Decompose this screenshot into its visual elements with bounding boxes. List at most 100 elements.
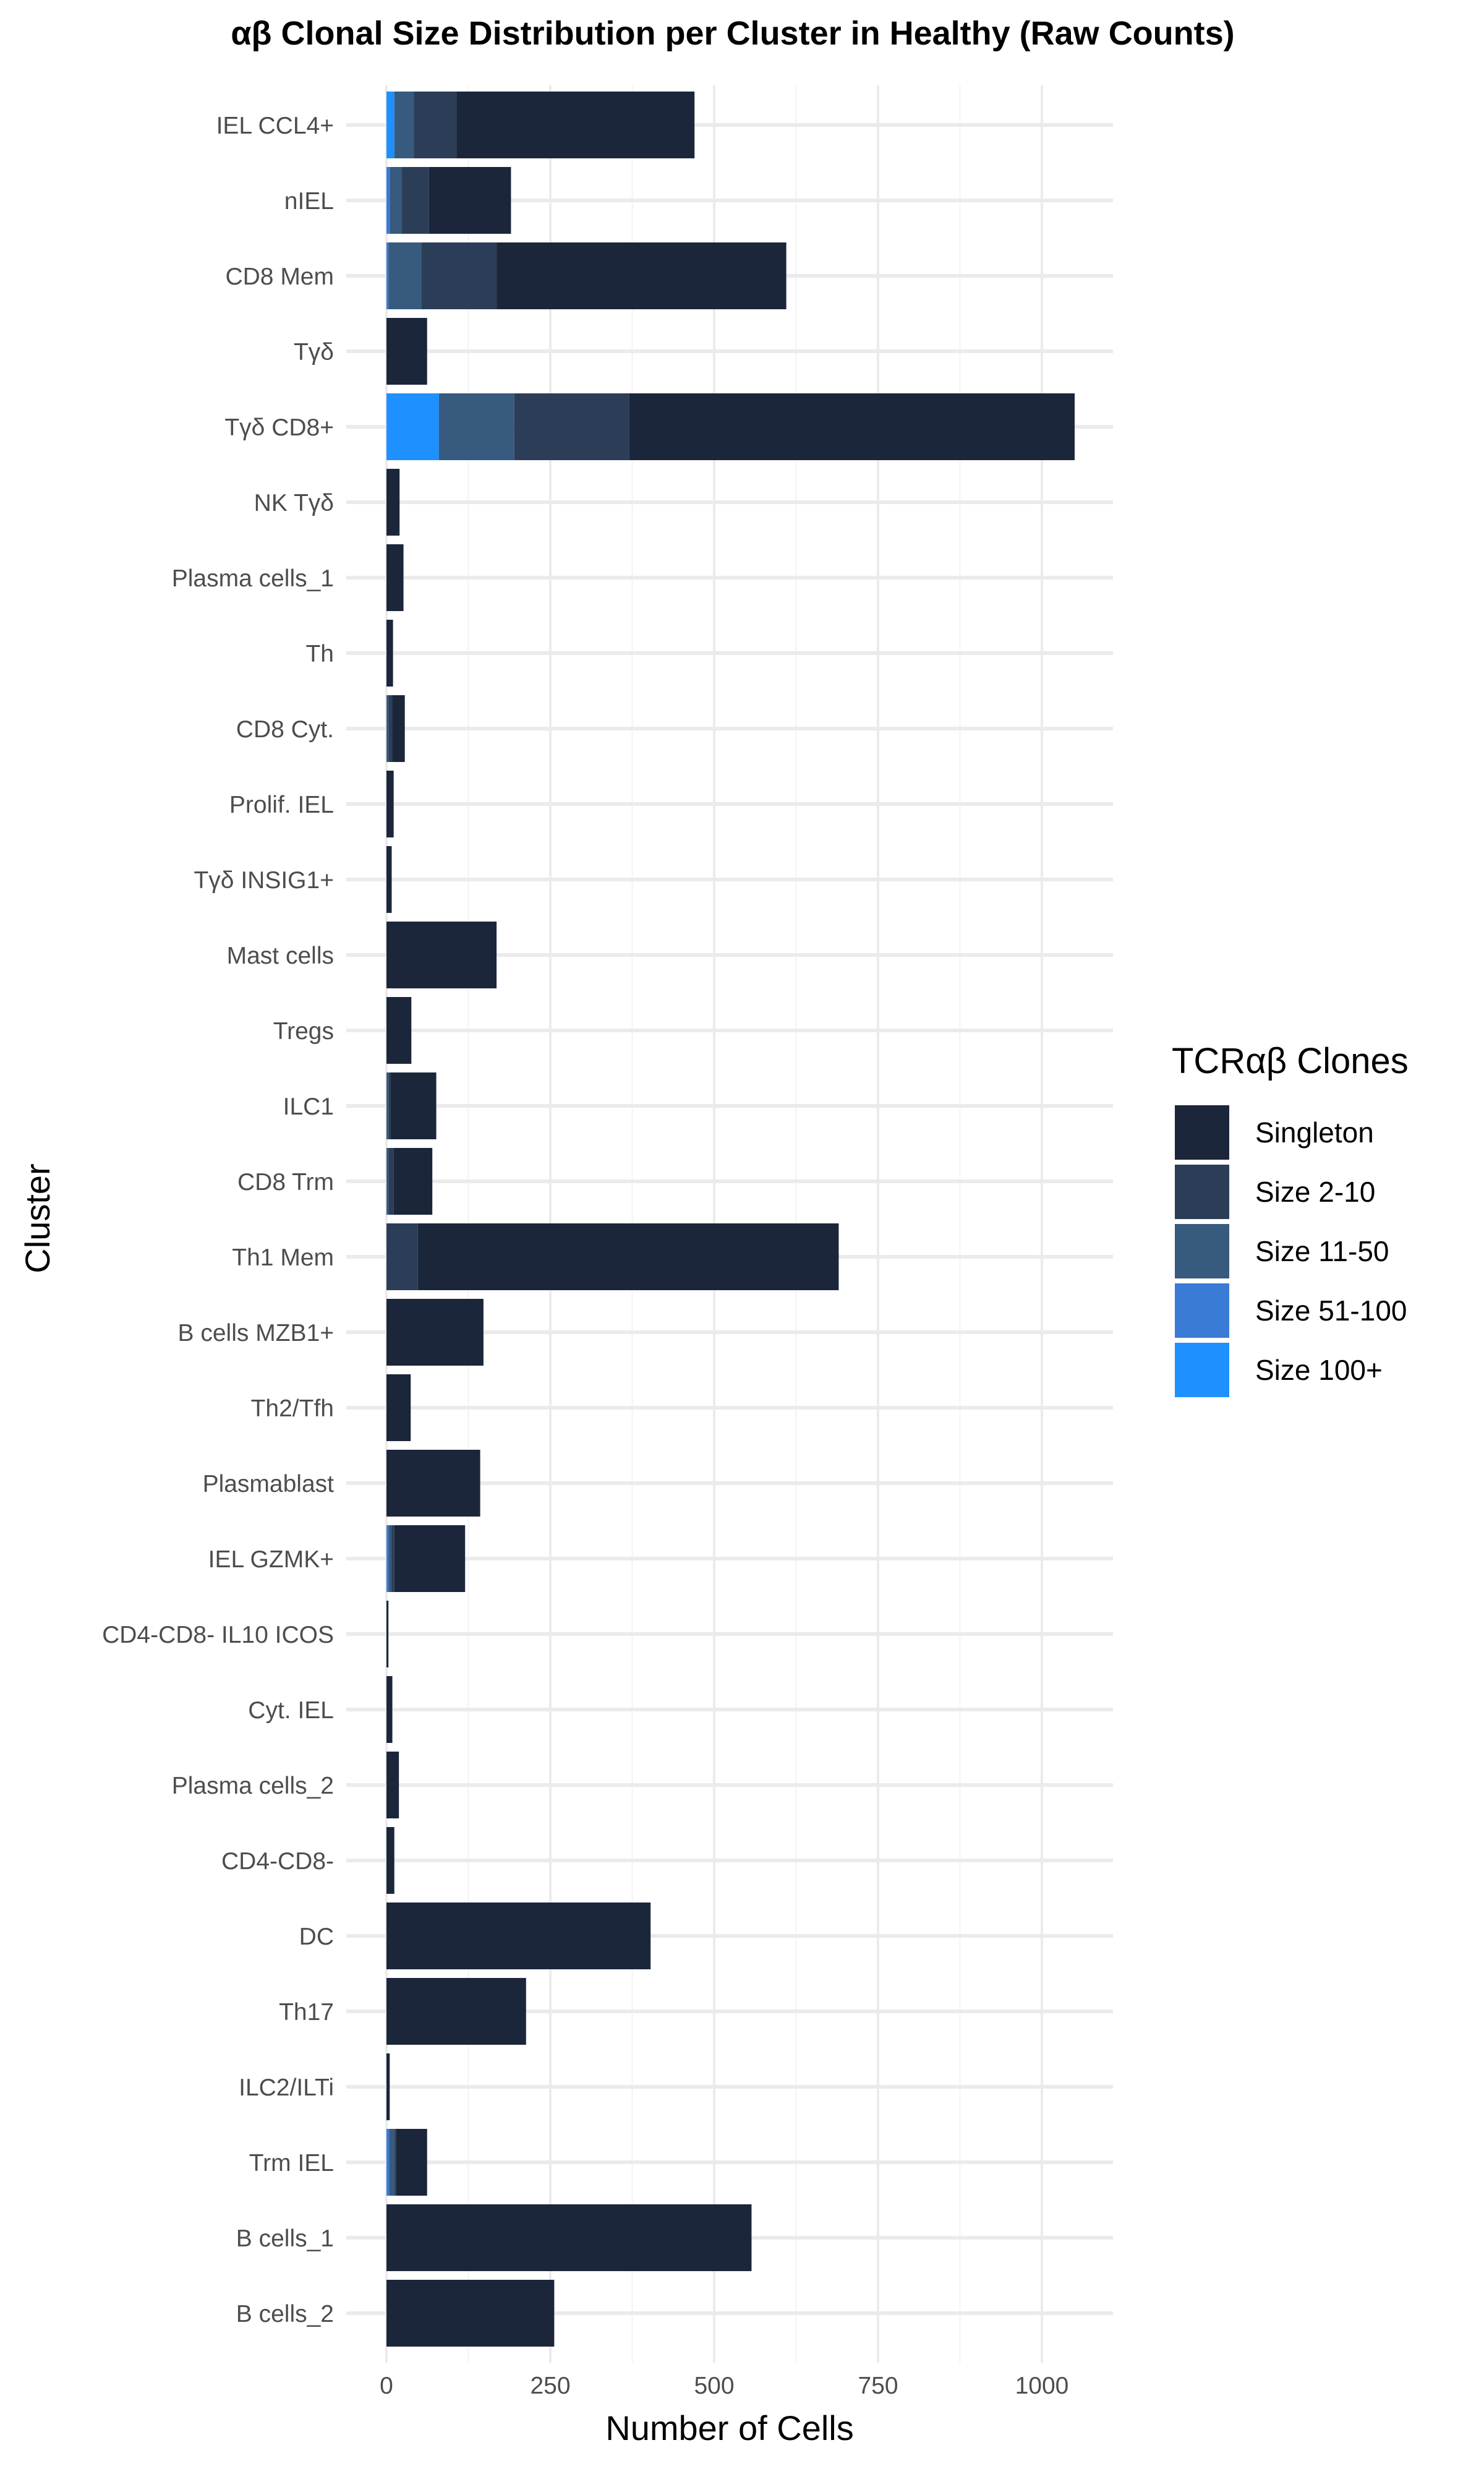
grid — [346, 85, 1113, 2363]
bar-segment — [390, 1072, 437, 1139]
bar-segment — [386, 318, 427, 385]
y-tick-label: nIEL — [284, 188, 334, 215]
y-tick-label: B cells_2 — [236, 2301, 334, 2327]
bar-segment — [417, 1223, 839, 1290]
bar-segment — [388, 1072, 391, 1139]
bar-segment — [629, 393, 1075, 460]
bar-segment — [438, 393, 514, 460]
bar-segment — [386, 393, 439, 460]
bar-segment — [386, 2204, 752, 2271]
bar-segment — [401, 167, 429, 234]
y-tick-label: DC — [299, 1924, 334, 1950]
y-tick-label: ILC1 — [283, 1094, 334, 1120]
legend: TCRαβ Clones Singleton Size 2-10 Size 11-5… — [1172, 1041, 1409, 1397]
y-tick-label: Tγδ CD8+ — [224, 414, 334, 441]
bar-segment — [386, 997, 412, 1064]
x-tick-label: 0 — [380, 2373, 393, 2399]
bar-segment — [386, 922, 497, 988]
bar-segment — [386, 2129, 390, 2196]
y-tick-label: CD4-CD8- IL10 ICOS — [102, 1622, 334, 1648]
y-tick-label: Th2/Tfh — [251, 1395, 334, 1422]
y-tick-label: Th1 Mem — [232, 1244, 334, 1271]
bar-segment — [386, 92, 394, 158]
bar-segment — [386, 1072, 389, 1139]
bar-segment — [386, 1374, 411, 1441]
y-tick-label: Trm IEL — [249, 2150, 334, 2177]
bar-segment — [388, 242, 422, 309]
bar-segment — [386, 2053, 390, 2120]
legend-key — [1175, 1224, 1229, 1278]
x-axis-title: Number of Cells — [605, 2408, 853, 2447]
y-tick-label: Tγδ INSIG1+ — [194, 867, 334, 894]
bar-segment — [386, 1223, 418, 1290]
bar-segment — [386, 1978, 526, 2045]
bar-segment — [514, 393, 629, 460]
bar-segment — [386, 1676, 393, 1743]
legend-label: Singleton — [1255, 1116, 1374, 1149]
legend-label: Size 51-100 — [1255, 1295, 1407, 1327]
y-tick-label: B cells_1 — [236, 2225, 334, 2252]
bar-segment — [388, 1525, 392, 1592]
bar-segment — [391, 1525, 394, 1592]
bar-segment — [394, 92, 414, 158]
legend-label: Size 100+ — [1255, 1354, 1383, 1386]
y-tick-label: NK Tγδ — [254, 490, 334, 516]
bar-segment — [386, 620, 393, 687]
bar-segment — [388, 695, 393, 762]
bar-segment — [386, 1148, 389, 1215]
bar-segment — [389, 2129, 394, 2196]
y-tick-label: Tregs — [273, 1018, 334, 1045]
legend-key — [1175, 1105, 1229, 1160]
y-tick-label: CD8 Cyt. — [236, 716, 334, 743]
chart-title: αβ Clonal Size Distribution per Cluster … — [231, 15, 1234, 52]
bar-segment — [394, 2129, 396, 2196]
bar-segment — [393, 1148, 433, 1215]
y-tick-label: CD8 Trm — [237, 1169, 334, 1196]
x-tick-label: 500 — [694, 2373, 734, 2399]
legend-key — [1175, 1283, 1229, 1338]
bar-segment — [396, 2129, 427, 2196]
y-tick-label: CD4-CD8- — [221, 1848, 334, 1875]
bar-segment — [394, 1525, 466, 1592]
legend-title: TCRαβ Clones — [1172, 1041, 1409, 1081]
bar-segment — [429, 167, 511, 234]
bar-segment — [386, 1827, 394, 1894]
y-tick-label: Cyt. IEL — [248, 1697, 334, 1724]
bar-segment — [386, 1752, 399, 1818]
x-tick-label: 1000 — [1015, 2373, 1069, 2399]
bar-segment — [386, 771, 394, 837]
y-tick-label: Th — [305, 641, 334, 667]
bar-segment — [386, 544, 404, 611]
legend-key — [1175, 1343, 1229, 1397]
y-axis-ticks: IEL CCL4+ nIEL CD8 Mem Tγδ Tγδ CD8+ NK Tγδ Pla… — [102, 113, 334, 2327]
y-axis-title: Cluster — [18, 1163, 57, 1273]
bar-segment — [386, 1299, 484, 1366]
x-tick-label: 750 — [858, 2373, 898, 2399]
bar-segment — [421, 242, 497, 309]
bar-segment — [392, 695, 405, 762]
y-tick-label: ILC2/ILTi — [239, 2074, 334, 2101]
legend-label: Size 2-10 — [1255, 1176, 1375, 1208]
bar-segment — [386, 469, 400, 536]
bar-segment — [414, 92, 457, 158]
y-tick-label: Prolif. IEL — [229, 792, 334, 818]
bar-segment — [497, 242, 787, 309]
bar-segment — [386, 1903, 651, 1969]
y-tick-label: Plasma cells_2 — [172, 1773, 334, 1799]
legend-label: Size 11-50 — [1255, 1235, 1389, 1267]
bar-segment — [456, 92, 695, 158]
bar-segment — [386, 846, 392, 913]
y-tick-label: IEL GZMK+ — [208, 1546, 334, 1573]
bar-segment — [386, 1525, 389, 1592]
y-tick-label: Tγδ — [294, 339, 334, 366]
legend-key — [1175, 1165, 1229, 1219]
y-tick-label: Mast cells — [227, 943, 334, 969]
x-tick-label: 250 — [530, 2373, 570, 2399]
bar-segment — [390, 167, 402, 234]
y-tick-label: Plasma cells_1 — [172, 565, 334, 592]
y-tick-label: Plasmablast — [203, 1471, 335, 1497]
bar-segment — [386, 1450, 480, 1517]
y-tick-label: CD8 Mem — [225, 263, 334, 290]
bar-segment — [388, 1148, 394, 1215]
